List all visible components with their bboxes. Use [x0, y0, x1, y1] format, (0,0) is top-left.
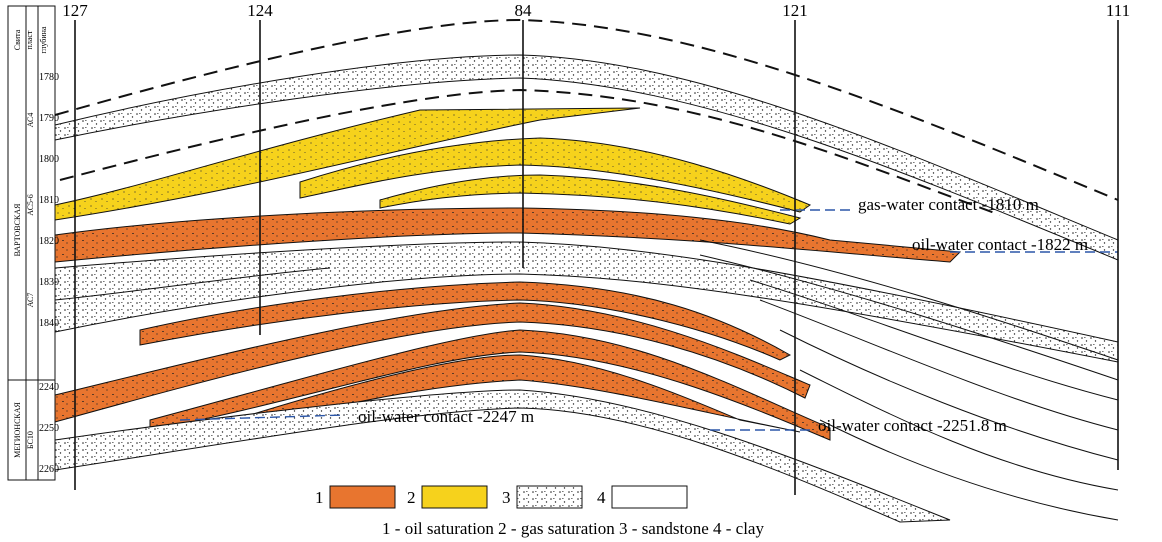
- depth-label: 1840: [39, 318, 59, 329]
- depth-label: 2250: [39, 423, 59, 434]
- legend-key: 4: [597, 488, 606, 507]
- suite-label: МЕГИОНСКАЯ: [13, 401, 22, 457]
- depth-label: 1820: [39, 236, 59, 247]
- depth-label: 1810: [39, 195, 59, 206]
- contact-label: gas-water contact -1810 m: [858, 195, 1039, 214]
- depth-label: 1780: [39, 72, 59, 83]
- depth-label: 2260: [39, 464, 59, 475]
- legend-caption: 1 - oil saturation 2 - gas saturation 3 …: [382, 519, 764, 538]
- well-label: 84: [515, 1, 533, 20]
- contact-label: oil-water contact -2247 m: [358, 407, 534, 426]
- layer-label: АС7: [26, 293, 35, 308]
- layer-label: БС10: [26, 431, 35, 449]
- depth-label: 2240: [39, 382, 59, 393]
- well-label: 124: [247, 1, 273, 20]
- depth-label: 1830: [39, 277, 59, 288]
- legend-key: 1: [315, 488, 324, 507]
- well-label: 127: [62, 1, 88, 20]
- depth-label: 1800: [39, 154, 59, 165]
- layer-label: АС5-6: [26, 194, 35, 215]
- legend-key: 3: [502, 488, 511, 507]
- well-label: 121: [782, 1, 808, 20]
- cross-section: 12712484121111Свитапластглубина178017901…: [0, 0, 1162, 542]
- column-header: Свита: [13, 29, 22, 50]
- contact-label: oil-water contact -2251.8 m: [818, 416, 1007, 435]
- well-label: 111: [1106, 1, 1130, 20]
- layer-label: АС4: [26, 113, 35, 128]
- suite-label: ВАРТОВСКАЯ: [13, 203, 22, 257]
- column-header: пласт: [25, 30, 34, 49]
- legend-key: 2: [407, 488, 416, 507]
- strata: [55, 20, 1118, 522]
- depth-label: 1790: [39, 113, 59, 124]
- contact-label: oil-water contact -1822 m: [912, 235, 1088, 254]
- column-header: глубина: [39, 26, 48, 53]
